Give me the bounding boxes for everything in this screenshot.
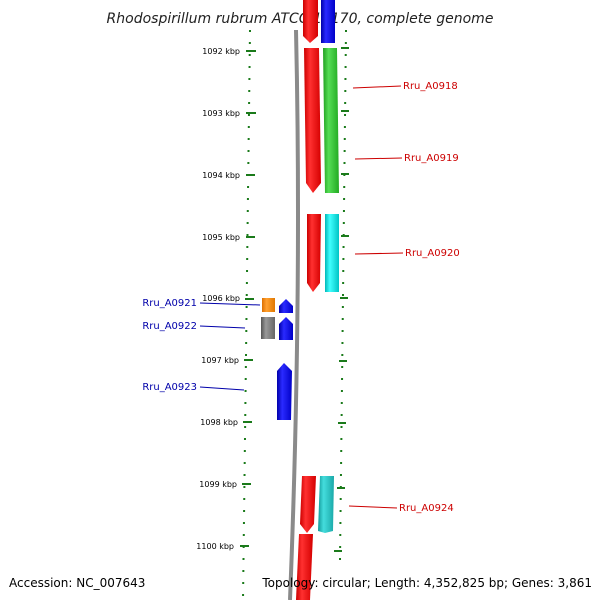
- kbp-labels: 1092 kbp 1093 kbp 1094 kbp 1095 kbp 1096…: [196, 47, 240, 551]
- tick-label: 1099 kbp: [199, 480, 237, 489]
- gene-label-rru-a0924[interactable]: Rru_A0924: [399, 503, 454, 514]
- forward-genes: [296, 0, 321, 600]
- leader-lines-left: [199, 302, 261, 391]
- tick-label: 1093 kbp: [202, 109, 240, 118]
- tick-label: 1094 kbp: [202, 171, 240, 180]
- tick-label: 1098 kbp: [200, 418, 238, 427]
- tick-label: 1095 kbp: [202, 233, 240, 242]
- gene-label-rru-a0922[interactable]: Rru_A0922: [142, 321, 197, 332]
- gene-box-orange[interactable]: [262, 298, 275, 312]
- gene-arrow-cyan[interactable]: [325, 214, 339, 292]
- gene-label-rru-a0918[interactable]: Rru_A0918: [403, 81, 458, 92]
- outer-genes: [318, 0, 339, 533]
- gene-arrow-blue[interactable]: [321, 0, 335, 43]
- genome-backbone: [288, 29, 300, 600]
- genome-stats-text: Topology: circular; Length: 4,352,825 bp…: [261, 576, 592, 590]
- gene-box-gray[interactable]: [261, 317, 275, 339]
- gene-arrow-blue[interactable]: [279, 317, 293, 340]
- gene-arrow-red[interactable]: [296, 534, 313, 600]
- gene-arrow-red[interactable]: [304, 48, 321, 193]
- gene-label-rru-a0923[interactable]: Rru_A0923: [142, 382, 197, 393]
- gene-label-rru-a0921[interactable]: Rru_A0921: [142, 298, 197, 309]
- gene-arrow-cyan[interactable]: [318, 476, 334, 533]
- right-ring-dots: [339, 29, 347, 561]
- gene-arrow-red[interactable]: [307, 214, 321, 292]
- gene-arrow-green[interactable]: [323, 48, 339, 193]
- leader-lines-right: [348, 85, 404, 509]
- tick-label: 1100 kbp: [196, 542, 234, 551]
- reverse-genes: [261, 298, 293, 420]
- gene-labels-left: Rru_A0921 Rru_A0922 Rru_A0923: [142, 298, 197, 393]
- gene-arrow-blue[interactable]: [279, 299, 293, 313]
- tick-marks: [240, 47, 349, 552]
- gene-label-rru-a0919[interactable]: Rru_A0919: [404, 153, 459, 164]
- gene-labels-right: Rru_A0918 Rru_A0919 Rru_A0920 Rru_A0924: [399, 81, 460, 514]
- left-ring-dots: [242, 29, 251, 600]
- tick-label: 1097 kbp: [201, 356, 239, 365]
- tick-label: 1092 kbp: [202, 47, 240, 56]
- gene-arrow-red[interactable]: [300, 476, 316, 533]
- tick-label: 1096 kbp: [202, 294, 240, 303]
- gene-label-rru-a0920[interactable]: Rru_A0920: [405, 248, 460, 259]
- accession-text: Accession: NC_007643: [9, 576, 145, 590]
- gene-arrow-red[interactable]: [303, 0, 318, 43]
- gene-arrow-blue[interactable]: [277, 363, 292, 420]
- map-title: Rhodospirillum rubrum ATCC 11170, comple…: [107, 11, 494, 27]
